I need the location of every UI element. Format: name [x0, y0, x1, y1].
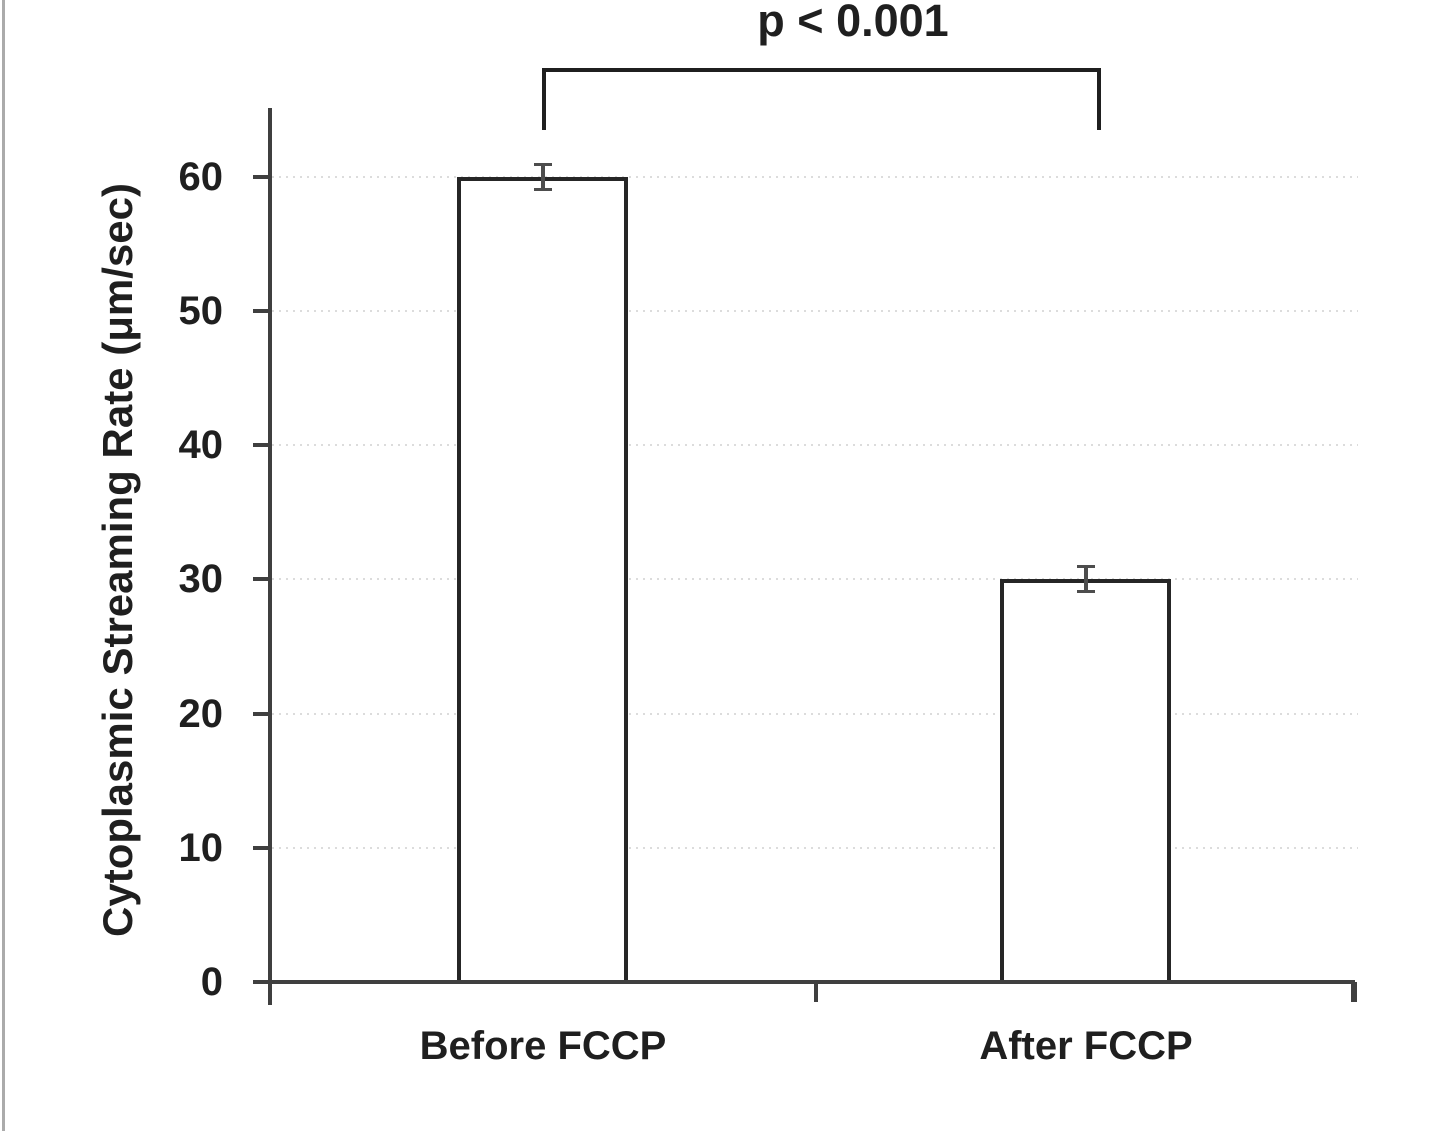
y-tick-40 — [253, 443, 270, 447]
x-tick-0 — [814, 982, 818, 1002]
y-tick-label-30: 30 — [178, 557, 224, 601]
error-bar-cap-bottom-0 — [534, 188, 552, 191]
y-tick-50 — [253, 309, 270, 313]
y-tick-10 — [253, 846, 270, 850]
y-tick-label-0: 0 — [200, 960, 223, 1004]
error-bar-0 — [541, 164, 545, 190]
error-bar-cap-top-0 — [534, 163, 552, 166]
y-tick-label-20: 20 — [178, 692, 224, 736]
x-tick-1 — [1353, 982, 1357, 1002]
x-category-label-0: Before FCCP — [419, 1024, 667, 1068]
error-bar-cap-bottom-1 — [1077, 590, 1095, 593]
y-tick-60 — [253, 175, 270, 179]
y-tick-label-10: 10 — [178, 826, 224, 870]
x-category-label-1: After FCCP — [979, 1024, 1193, 1068]
y-tick-label-50: 50 — [178, 289, 224, 333]
significance-bracket — [542, 68, 1101, 130]
x-axis-line — [254, 980, 1355, 984]
y-tick-20 — [253, 712, 270, 716]
bar-0 — [457, 177, 628, 984]
gridline-30 — [272, 578, 1358, 580]
image-left-border — [2, 0, 5, 1131]
error-bar-1 — [1084, 566, 1088, 592]
bar-1 — [1000, 579, 1171, 984]
gridline-10 — [272, 847, 1358, 849]
y-tick-label-60: 60 — [178, 155, 224, 199]
gridline-40 — [272, 444, 1358, 446]
x-axis-end-tick — [1351, 980, 1355, 1002]
significance-label: p < 0.001 — [757, 0, 949, 46]
gridline-20 — [272, 713, 1358, 715]
y-tick-label-40: 40 — [178, 423, 224, 467]
error-bar-cap-top-1 — [1077, 565, 1095, 568]
y-tick-30 — [253, 577, 270, 581]
gridline-60 — [272, 176, 1358, 178]
gridline-50 — [272, 310, 1358, 312]
y-axis-line — [268, 108, 272, 1005]
